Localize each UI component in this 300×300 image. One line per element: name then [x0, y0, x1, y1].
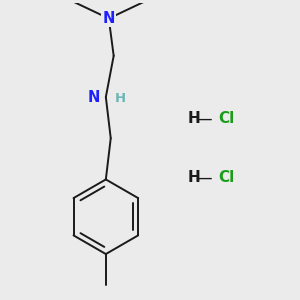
- Text: H: H: [187, 170, 200, 185]
- Text: N: N: [103, 11, 115, 26]
- Text: N: N: [88, 89, 100, 104]
- Text: Cl: Cl: [219, 111, 235, 126]
- Text: H: H: [115, 92, 126, 106]
- Text: —: —: [196, 110, 212, 128]
- Text: Cl: Cl: [219, 170, 235, 185]
- Text: H: H: [187, 111, 200, 126]
- Text: —: —: [196, 169, 212, 187]
